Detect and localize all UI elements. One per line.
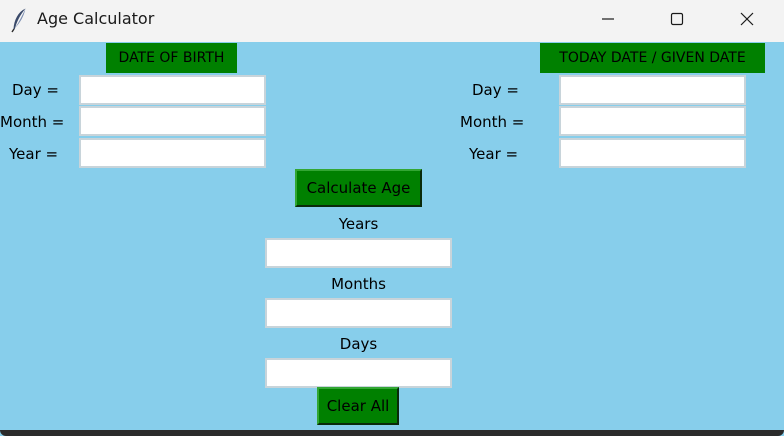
window-bottom-edge (0, 430, 784, 436)
birth-day-input[interactable] (79, 75, 266, 105)
close-button[interactable] (724, 0, 770, 38)
given-year-label: Year = (469, 145, 519, 163)
given-day-label: Day = (472, 81, 519, 99)
minimize-icon (602, 18, 614, 20)
form-area: DATE OF BIRTH Day = Month = Year = TODAY… (0, 42, 784, 430)
days-label: Days (339, 335, 378, 353)
months-label: Months (331, 275, 386, 293)
given-month-input[interactable] (559, 106, 746, 136)
window-title: Age Calculator (37, 9, 155, 28)
given-year-input[interactable] (559, 138, 746, 168)
years-label: Years (338, 215, 379, 233)
birth-month-label: Month = (0, 113, 65, 131)
title-bar[interactable]: Age Calculator (0, 0, 784, 42)
birth-month-input[interactable] (79, 106, 266, 136)
date-of-birth-header: DATE OF BIRTH (106, 43, 237, 73)
maximize-icon (670, 12, 684, 26)
close-icon (740, 12, 754, 26)
calculate-age-button[interactable]: Calculate Age (295, 169, 422, 207)
months-result-field[interactable] (265, 298, 452, 328)
given-month-label: Month = (460, 113, 525, 131)
given-date-header: TODAY DATE / GIVEN DATE (540, 43, 765, 73)
birth-year-label: Year = (9, 145, 59, 163)
birth-day-label: Day = (12, 81, 59, 99)
maximize-button[interactable] (654, 0, 700, 38)
given-day-input[interactable] (559, 75, 746, 105)
years-result-field[interactable] (265, 238, 452, 268)
clear-all-button[interactable]: Clear All (317, 387, 399, 425)
days-result-field[interactable] (265, 358, 452, 388)
birth-year-input[interactable] (79, 138, 266, 168)
minimize-button[interactable] (585, 0, 631, 38)
feather-icon (11, 8, 26, 33)
